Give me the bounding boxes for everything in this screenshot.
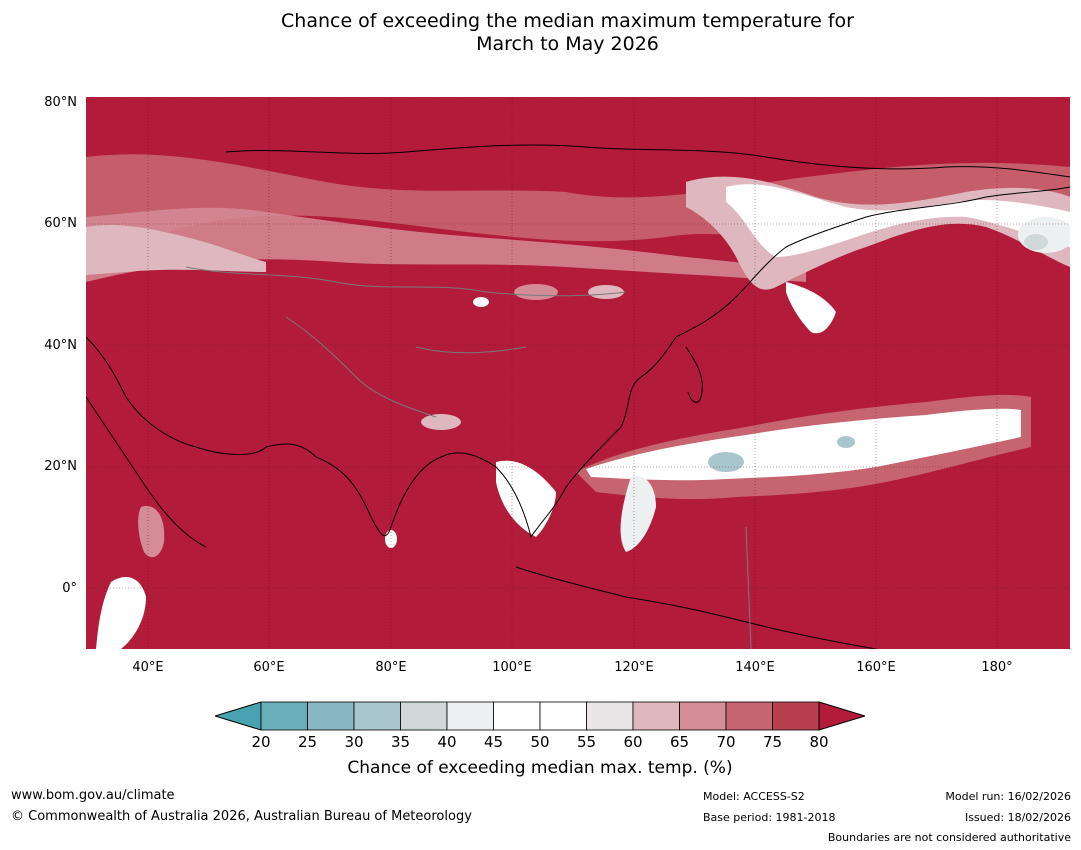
lat-label-20n: 20°N: [44, 459, 77, 474]
japan-coast: [685, 346, 703, 403]
lon-label-100e: 100°E: [492, 660, 532, 675]
colorbar-tick-label: 20: [251, 733, 271, 751]
pacific-blue-patch-2: [837, 436, 855, 448]
colorbar-segments: [215, 701, 865, 731]
colorbar-segment: [493, 701, 541, 731]
siberia-white: [726, 184, 1070, 257]
issued-date: Issued: 18/02/2026: [964, 811, 1071, 824]
colorbar-tick-label: 80: [809, 733, 829, 751]
colorbar-extend-high: [818, 701, 865, 731]
colorbar-tick-label: 35: [390, 733, 411, 751]
lon-label-140e: 140°E: [735, 660, 775, 675]
arctic-coast: [225, 144, 1070, 178]
border-russia-south: [185, 266, 627, 297]
colorbar-segment: [725, 701, 773, 731]
east-africa-white: [96, 577, 146, 649]
colorbar-tick-label: 50: [530, 733, 550, 751]
lon-label-120e: 120°E: [614, 660, 654, 675]
colorbar-extend-low: [215, 701, 262, 731]
lon-label-180: 180°: [981, 660, 1013, 675]
siberia-blue-core: [1024, 234, 1048, 250]
colorbar-label: Chance of exceeding median max. temp. (%…: [347, 758, 733, 778]
colorbar-tick-label: 30: [344, 733, 364, 751]
colorbar-segment: [632, 701, 680, 731]
graticule: [86, 97, 1070, 649]
border-china-west: [415, 346, 527, 354]
pacific-band-white: [586, 408, 1021, 481]
lat-label-0: 0°: [62, 581, 77, 596]
colorbar-segment: [679, 701, 727, 731]
colorbar-tick-label: 75: [762, 733, 783, 751]
mongolia-patch-2: [588, 285, 624, 299]
western-russia-light: [86, 225, 266, 275]
border-central-asia: [285, 316, 437, 418]
coastlines: [86, 144, 1070, 649]
colorbar-tick-label: 40: [437, 733, 457, 751]
colorbar-tick-label: 25: [297, 733, 318, 751]
country-borders: [185, 266, 752, 649]
east-asia-coast: [675, 186, 1070, 338]
lon-label-40e: 40°E: [132, 660, 164, 675]
probability-map: [86, 97, 1070, 649]
model-name: Model: ACCESS-S2: [703, 790, 805, 803]
south-asia-coast: [86, 336, 677, 539]
colorbar-segment: [446, 701, 494, 731]
horn-of-africa-patch: [138, 506, 165, 558]
colorbar-segment: [400, 701, 448, 731]
base-period: Base period: 1981-2018: [703, 811, 836, 824]
colorbar-segment: [307, 701, 355, 731]
lon-label-160e: 160°E: [856, 660, 896, 675]
indonesia-coast: [515, 566, 877, 649]
colorbar-tick-label: 70: [716, 733, 736, 751]
indochina-white: [496, 460, 556, 537]
colorbar-segment: [353, 701, 401, 731]
website-link[interactable]: www.bom.gov.au/climate: [11, 788, 175, 803]
red-sea-coast: [86, 396, 207, 548]
border-new-guinea: [745, 526, 752, 649]
colorbar-tick-label: 65: [669, 733, 690, 751]
lat-label-80n: 80°N: [44, 95, 77, 110]
colorbar-segment: [260, 701, 308, 731]
colorbar-tick-label: 45: [483, 733, 504, 751]
chart-title: Chance of exceeding the median maximum t…: [0, 10, 1081, 56]
mongolia-patch-3: [473, 297, 489, 307]
colorbar-segment: [539, 701, 587, 731]
colorbar-tick-label: 60: [623, 733, 643, 751]
tibet-patch: [421, 414, 461, 430]
title-line-1: Chance of exceeding the median maximum t…: [281, 10, 854, 32]
lat-label-40n: 40°N: [44, 338, 77, 353]
colorbar-segment: [772, 701, 820, 731]
lat-label-60n: 60°N: [44, 216, 77, 231]
colorbar-tick-label: 55: [576, 733, 597, 751]
boundaries-note: Boundaries are not considered authoritat…: [827, 831, 1071, 844]
copyright-text: © Commonwealth of Australia 2026, Austra…: [11, 809, 472, 824]
colorbar: [215, 701, 865, 731]
title-line-2: March to May 2026: [476, 33, 659, 55]
sakhalin-streak: [786, 282, 836, 334]
model-run-date: Model run: 16/02/2026: [945, 790, 1071, 803]
mongolia-patch-1: [514, 284, 558, 300]
pacific-blue-patch: [708, 452, 744, 472]
colorbar-segment: [586, 701, 634, 731]
map-svg: [86, 97, 1070, 649]
lon-label-60e: 60°E: [253, 660, 285, 675]
northern-band-65: [86, 207, 806, 282]
philippines-white: [620, 476, 656, 552]
lon-label-80e: 80°E: [375, 660, 407, 675]
